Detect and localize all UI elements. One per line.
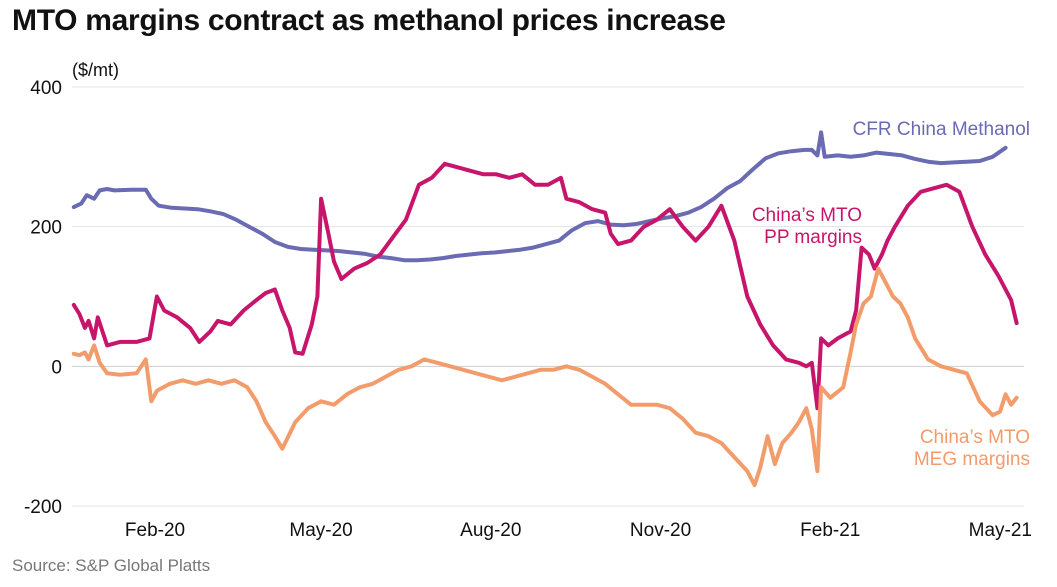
x-tick-label: May-21 [969, 520, 1032, 541]
x-tick-label: Nov-20 [630, 520, 691, 541]
source-note: Source: S&P Global Platts [12, 556, 211, 575]
x-tick-label: Aug-20 [460, 520, 521, 541]
y-tick-label: -200 [24, 497, 62, 518]
chart-title: MTO margins contract as methanol prices … [12, 4, 726, 37]
y-tick-label: 0 [51, 357, 62, 378]
y-tick-label: 200 [30, 218, 62, 239]
series-line [71, 161, 1019, 411]
series-label: MEG margins [914, 449, 1030, 470]
series-label: PP margins [764, 227, 862, 248]
x-tick-label: Feb-21 [800, 520, 860, 541]
x-tick-label: Feb-20 [125, 520, 185, 541]
y-tick-label: 400 [30, 78, 62, 99]
series-label: CFR China Methanol [853, 119, 1030, 140]
series-line [71, 266, 1019, 488]
series-label: China’s MTO [920, 427, 1030, 448]
x-tick-label: May-20 [289, 520, 352, 541]
y-axis-label: ($/mt) [72, 60, 119, 80]
series-line [71, 130, 1008, 263]
series-label: China’s MTO [752, 205, 862, 226]
